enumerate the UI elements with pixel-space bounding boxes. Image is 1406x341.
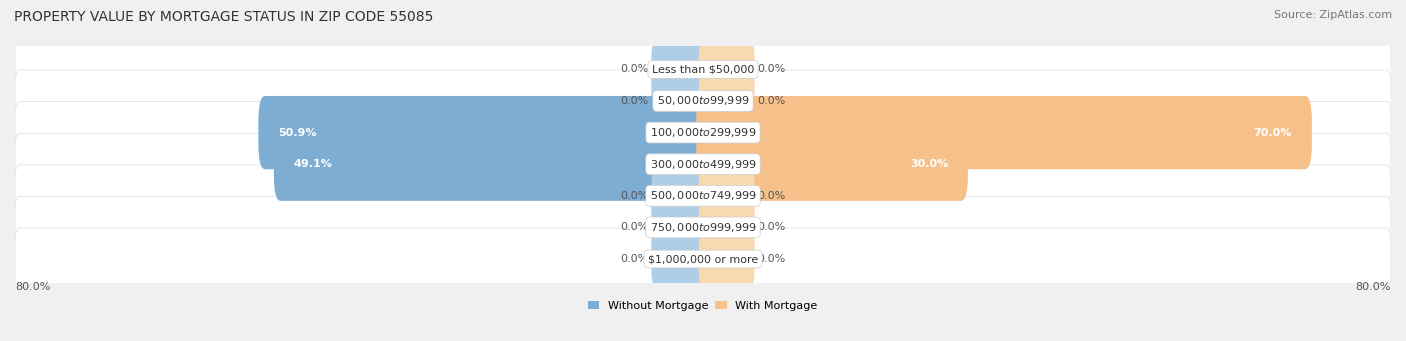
Text: $1,000,000 or more: $1,000,000 or more	[648, 254, 758, 264]
FancyBboxPatch shape	[699, 169, 755, 223]
FancyBboxPatch shape	[651, 232, 707, 286]
FancyBboxPatch shape	[651, 74, 707, 128]
Text: $50,000 to $99,999: $50,000 to $99,999	[657, 94, 749, 107]
Text: $500,000 to $749,999: $500,000 to $749,999	[650, 189, 756, 202]
Text: 0.0%: 0.0%	[758, 96, 786, 106]
Text: Less than $50,000: Less than $50,000	[652, 64, 754, 74]
Text: 49.1%: 49.1%	[294, 159, 332, 169]
FancyBboxPatch shape	[651, 200, 707, 255]
FancyBboxPatch shape	[15, 102, 1391, 164]
Legend: Without Mortgage, With Mortgage: Without Mortgage, With Mortgage	[583, 296, 823, 315]
FancyBboxPatch shape	[699, 74, 755, 128]
FancyBboxPatch shape	[699, 232, 755, 286]
Text: 50.9%: 50.9%	[278, 128, 316, 138]
FancyBboxPatch shape	[15, 228, 1391, 290]
Text: 0.0%: 0.0%	[620, 64, 648, 74]
Text: 0.0%: 0.0%	[620, 222, 648, 233]
Text: 0.0%: 0.0%	[620, 254, 648, 264]
Text: 0.0%: 0.0%	[758, 191, 786, 201]
Text: $300,000 to $499,999: $300,000 to $499,999	[650, 158, 756, 171]
FancyBboxPatch shape	[699, 200, 755, 255]
Text: PROPERTY VALUE BY MORTGAGE STATUS IN ZIP CODE 55085: PROPERTY VALUE BY MORTGAGE STATUS IN ZIP…	[14, 10, 433, 24]
FancyBboxPatch shape	[696, 96, 1312, 169]
FancyBboxPatch shape	[651, 169, 707, 223]
Text: $750,000 to $999,999: $750,000 to $999,999	[650, 221, 756, 234]
Text: Source: ZipAtlas.com: Source: ZipAtlas.com	[1274, 10, 1392, 20]
FancyBboxPatch shape	[15, 165, 1391, 227]
Text: 80.0%: 80.0%	[15, 282, 51, 292]
Text: 30.0%: 30.0%	[910, 159, 948, 169]
FancyBboxPatch shape	[15, 39, 1391, 100]
Text: 0.0%: 0.0%	[758, 64, 786, 74]
Text: 70.0%: 70.0%	[1254, 128, 1292, 138]
Text: 0.0%: 0.0%	[620, 96, 648, 106]
Text: 80.0%: 80.0%	[1355, 282, 1391, 292]
FancyBboxPatch shape	[274, 128, 710, 201]
Text: 0.0%: 0.0%	[620, 191, 648, 201]
FancyBboxPatch shape	[651, 42, 707, 97]
FancyBboxPatch shape	[15, 133, 1391, 195]
FancyBboxPatch shape	[15, 70, 1391, 132]
Text: $100,000 to $299,999: $100,000 to $299,999	[650, 126, 756, 139]
FancyBboxPatch shape	[259, 96, 710, 169]
FancyBboxPatch shape	[15, 196, 1391, 258]
Text: 0.0%: 0.0%	[758, 254, 786, 264]
FancyBboxPatch shape	[696, 128, 967, 201]
FancyBboxPatch shape	[699, 42, 755, 97]
Text: 0.0%: 0.0%	[758, 222, 786, 233]
